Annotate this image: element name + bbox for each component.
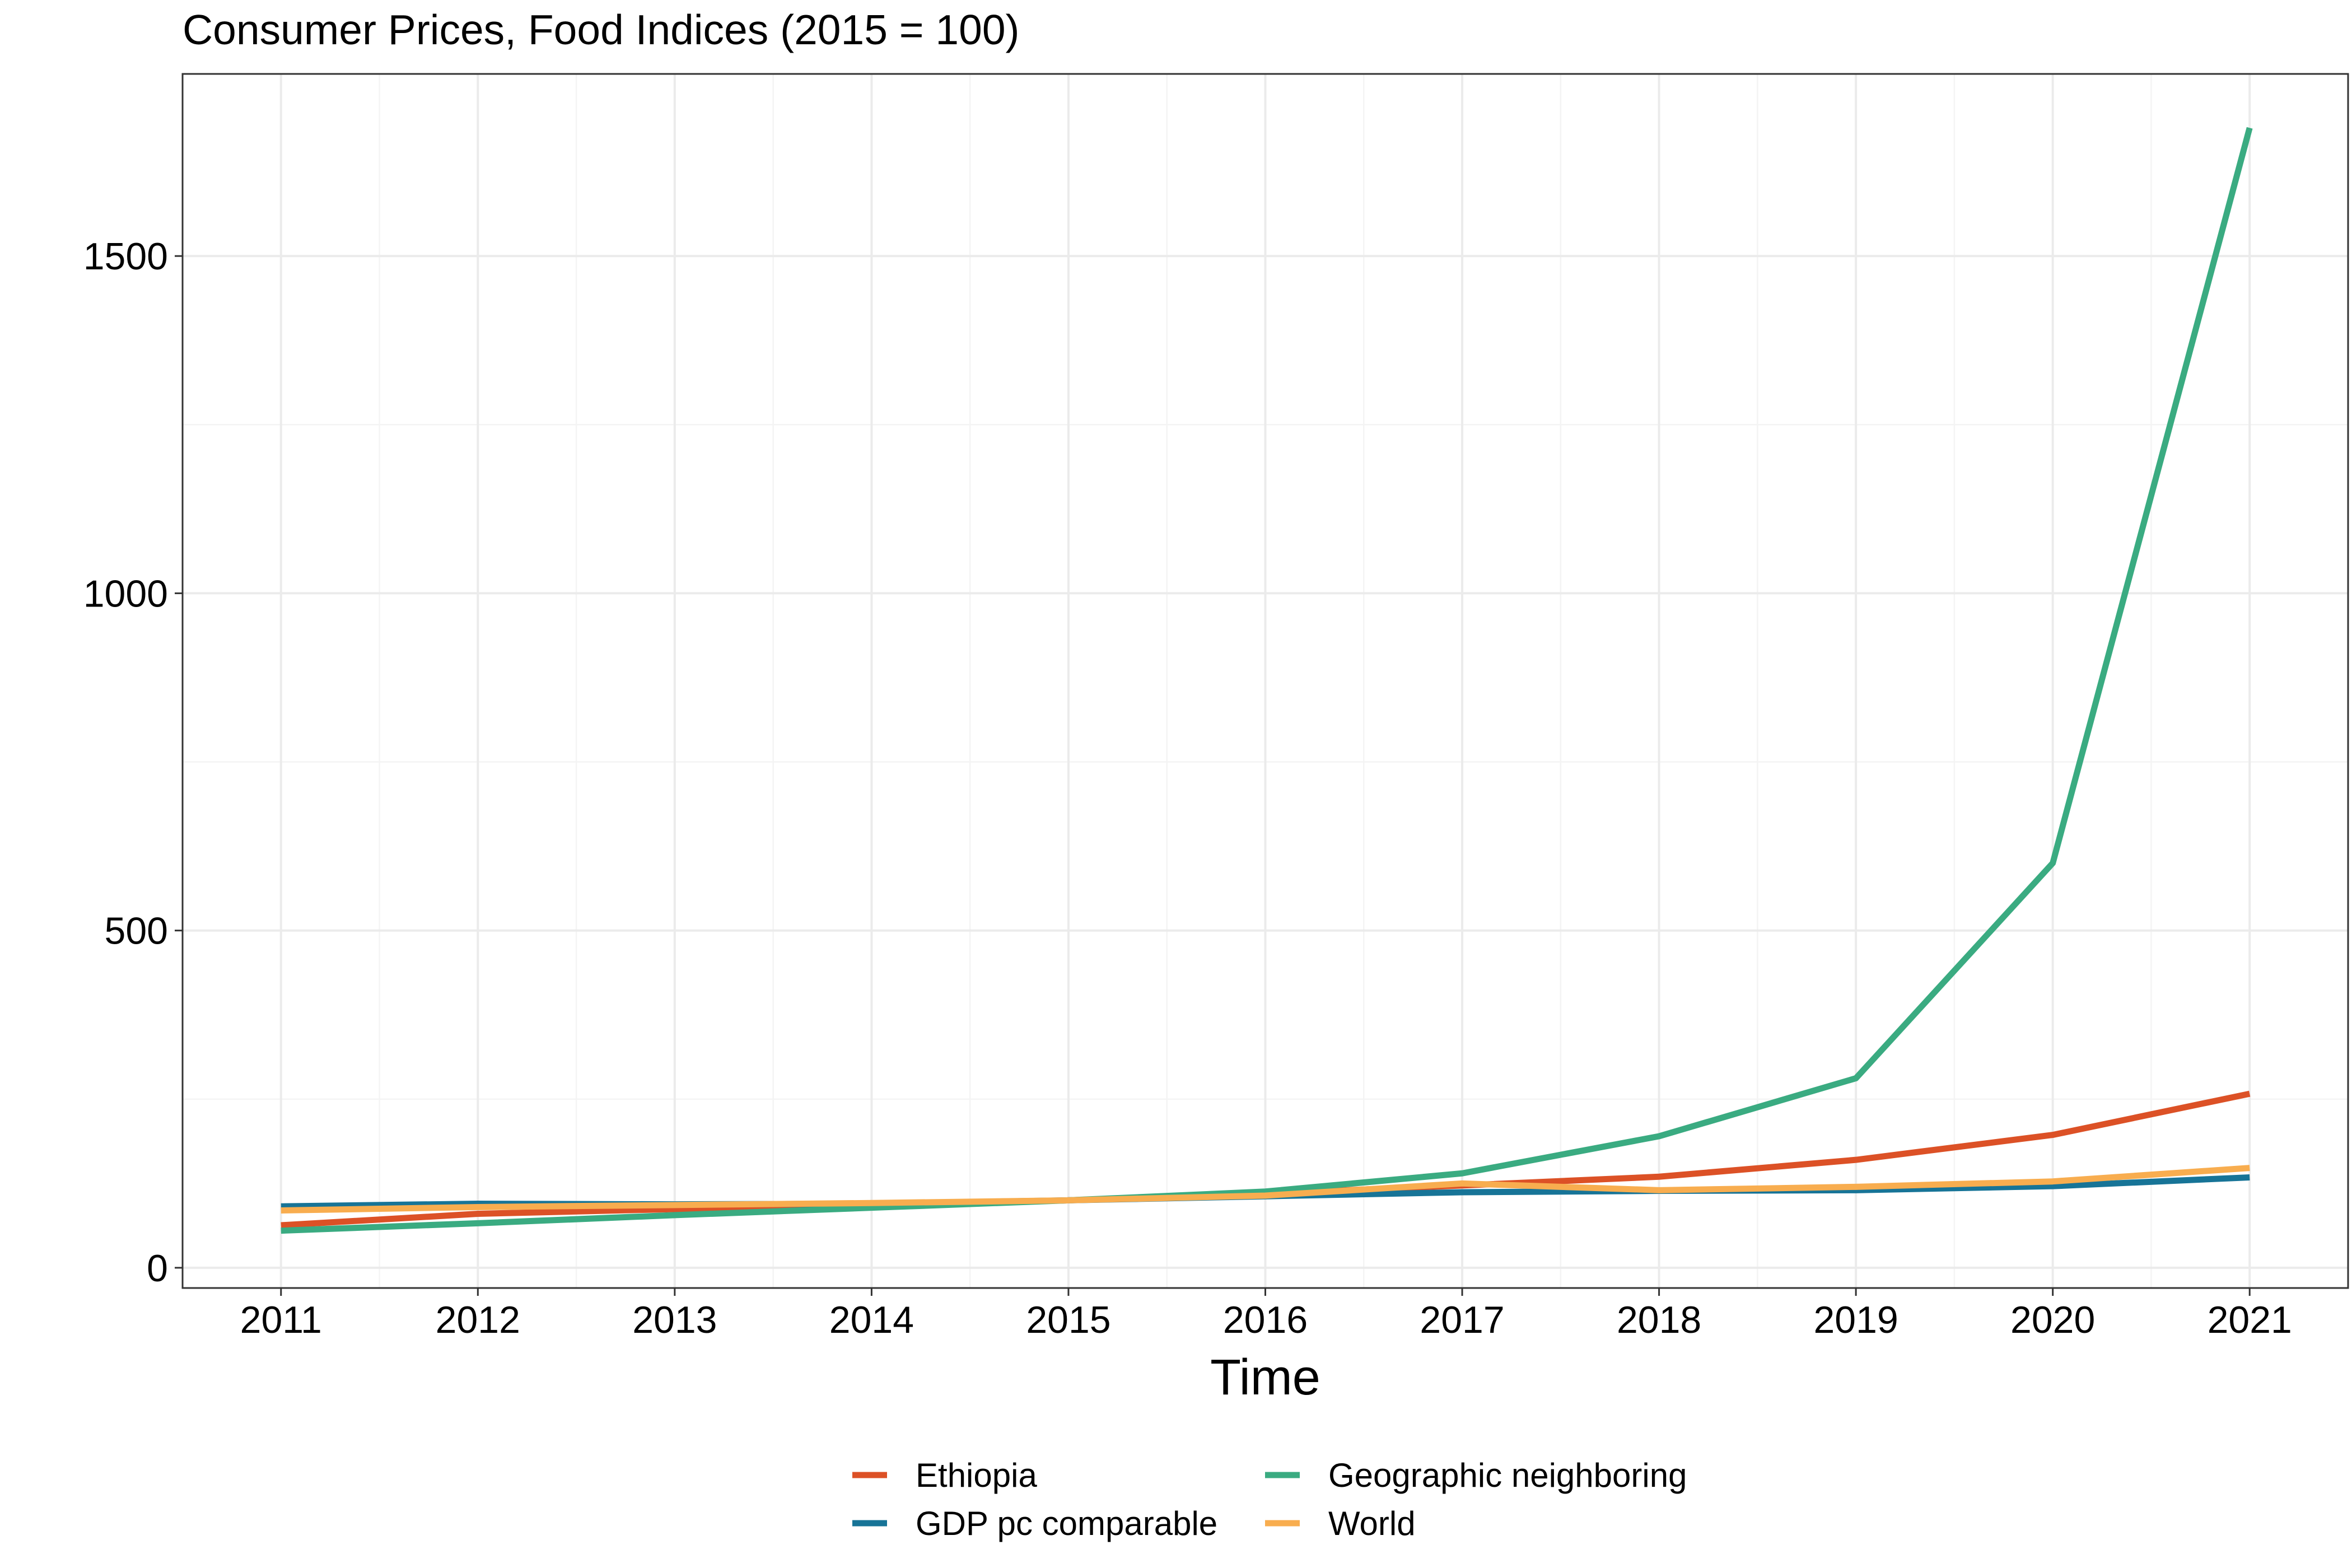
major-gridlines <box>183 74 2348 1288</box>
legend-label: World <box>1328 1505 1416 1542</box>
x-tick-label: 2018 <box>1617 1299 1701 1341</box>
x-axis-title: Time <box>1210 1350 1320 1406</box>
series-line-geographic-neighboring <box>281 127 2253 1234</box>
legend-label: GDP pc comparable <box>916 1505 1217 1542</box>
legend-item-gdp-pc-comparable: GDP pc comparable <box>852 1505 1217 1542</box>
x-tick-label: 2021 <box>2208 1299 2292 1341</box>
x-tick-labels: 2011 2012 2013 2014 2015 2016 2017 2018 2019 2020… <box>240 1299 2292 1341</box>
legend-item-world: World <box>1265 1505 1416 1542</box>
series-line-world <box>281 1165 2250 1214</box>
legend-item-ethiopia: Ethiopia <box>852 1457 1037 1494</box>
x-tick-label: 2014 <box>829 1299 914 1341</box>
legend-label: Geographic neighboring <box>1328 1457 1687 1494</box>
x-tick-label: 2017 <box>1420 1299 1504 1341</box>
x-tick-label: 2012 <box>436 1299 520 1341</box>
chart-title: Consumer Prices, Food Indices (2015 = 10… <box>183 6 1020 53</box>
y-tick-labels: 0 500 1000 1500 <box>83 235 168 1290</box>
y-tick-label: 1500 <box>83 235 168 278</box>
x-tick-label: 2015 <box>1026 1299 1110 1341</box>
y-tick-label: 500 <box>105 910 168 953</box>
axis-ticks <box>175 255 2251 1296</box>
x-tick-label: 2016 <box>1223 1299 1308 1341</box>
legend-label: Ethiopia <box>916 1457 1037 1494</box>
x-tick-label: 2013 <box>632 1299 717 1341</box>
x-tick-label: 2020 <box>2010 1299 2095 1341</box>
series-lines <box>281 127 2253 1234</box>
legend: Ethiopia GDP pc comparable Geographic neig… <box>852 1457 1687 1542</box>
y-tick-label: 1000 <box>83 572 168 615</box>
x-tick-label: 2011 <box>240 1299 322 1341</box>
x-tick-label: 2019 <box>1813 1299 1898 1341</box>
y-tick-label: 0 <box>147 1247 168 1290</box>
legend-item-geographic-neighboring: Geographic neighboring <box>1265 1457 1687 1494</box>
